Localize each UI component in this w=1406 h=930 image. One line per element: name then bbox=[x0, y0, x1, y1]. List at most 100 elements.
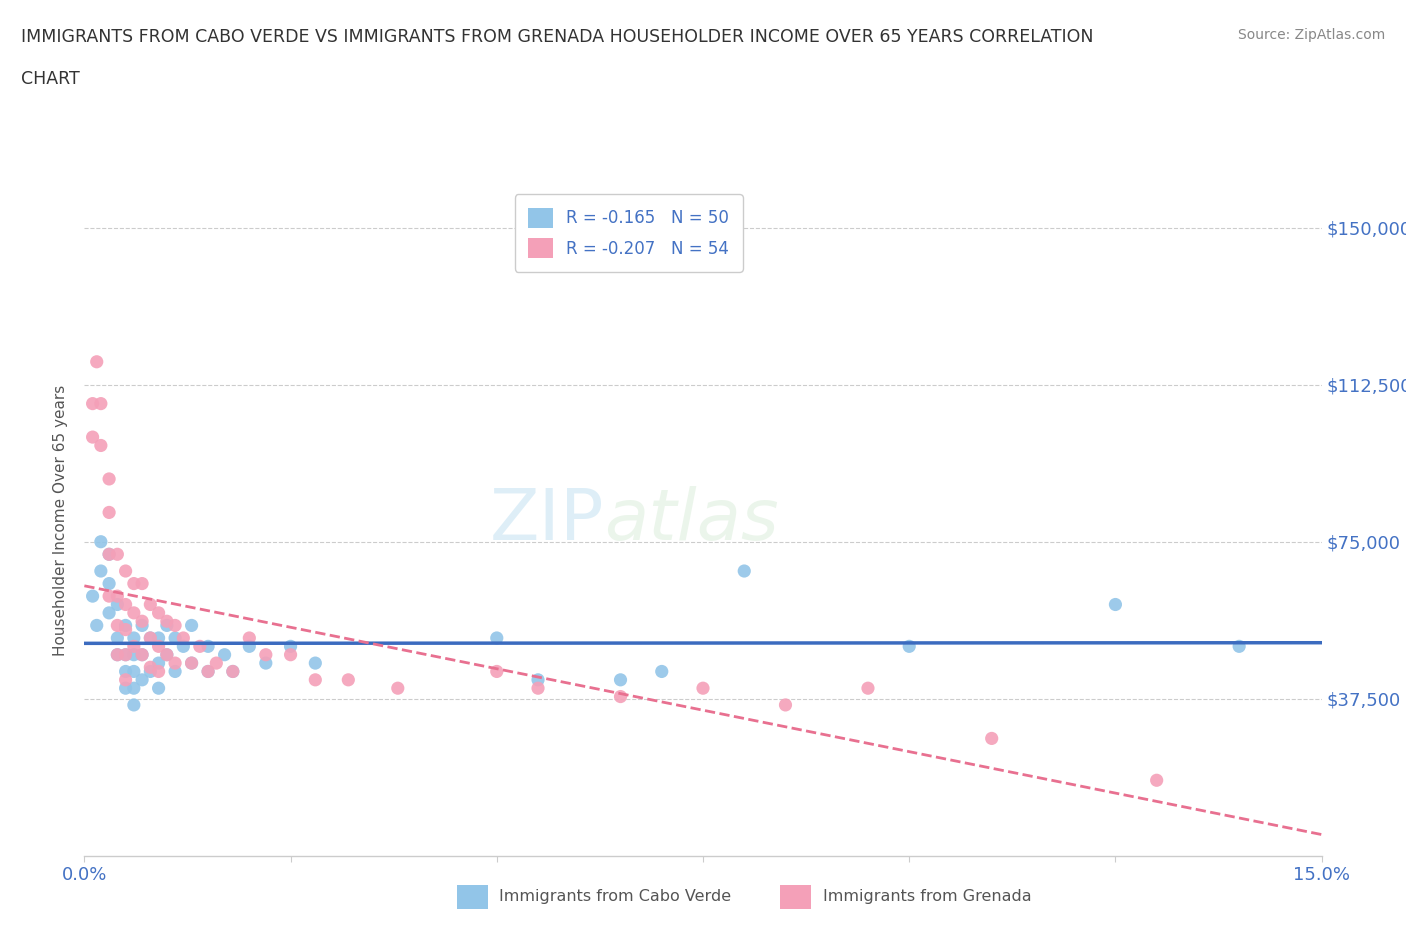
Point bbox=[254, 656, 277, 671]
Point bbox=[114, 622, 136, 637]
Point bbox=[105, 631, 128, 645]
Point bbox=[172, 631, 194, 645]
Point bbox=[280, 647, 302, 662]
Point bbox=[139, 631, 162, 645]
Point bbox=[485, 664, 508, 679]
Point bbox=[139, 631, 162, 645]
Point bbox=[156, 647, 179, 662]
Point bbox=[98, 547, 121, 562]
Point bbox=[122, 681, 145, 696]
Point bbox=[139, 660, 162, 675]
Point bbox=[114, 672, 136, 687]
Point bbox=[337, 672, 360, 687]
Point bbox=[131, 614, 153, 629]
Point bbox=[122, 647, 145, 662]
Text: Immigrants from Cabo Verde: Immigrants from Cabo Verde bbox=[499, 889, 731, 904]
Point bbox=[122, 605, 145, 620]
Point bbox=[98, 472, 121, 486]
Point bbox=[148, 639, 170, 654]
Point bbox=[222, 664, 245, 679]
Point bbox=[139, 664, 162, 679]
Point bbox=[214, 647, 236, 662]
Point bbox=[131, 672, 153, 687]
Point bbox=[82, 589, 104, 604]
Point bbox=[122, 631, 145, 645]
Point bbox=[609, 672, 631, 687]
Point bbox=[131, 647, 153, 662]
Point bbox=[156, 614, 179, 629]
Point bbox=[122, 577, 145, 591]
Point bbox=[205, 656, 228, 671]
Point bbox=[105, 647, 128, 662]
Point bbox=[114, 564, 136, 578]
Point bbox=[197, 639, 219, 654]
Point bbox=[898, 639, 921, 654]
Point bbox=[90, 396, 112, 411]
Point bbox=[165, 631, 187, 645]
Point bbox=[197, 664, 219, 679]
Point bbox=[856, 681, 879, 696]
Point bbox=[98, 577, 121, 591]
Text: CHART: CHART bbox=[21, 70, 80, 87]
Point bbox=[90, 438, 112, 453]
Point bbox=[304, 672, 326, 687]
Point bbox=[148, 605, 170, 620]
Point bbox=[114, 618, 136, 633]
Point bbox=[165, 656, 187, 671]
Point bbox=[387, 681, 409, 696]
Point bbox=[90, 564, 112, 578]
Point bbox=[86, 354, 108, 369]
Text: ZIP: ZIP bbox=[489, 486, 605, 555]
Point bbox=[148, 656, 170, 671]
Y-axis label: Householder Income Over 65 years: Householder Income Over 65 years bbox=[53, 385, 69, 657]
Point bbox=[527, 681, 550, 696]
Point bbox=[131, 577, 153, 591]
Point bbox=[692, 681, 714, 696]
Point bbox=[122, 639, 145, 654]
Point bbox=[197, 664, 219, 679]
Point bbox=[139, 597, 162, 612]
Point bbox=[86, 618, 108, 633]
Text: Immigrants from Grenada: Immigrants from Grenada bbox=[823, 889, 1031, 904]
Point bbox=[180, 656, 202, 671]
Point bbox=[156, 618, 179, 633]
Point bbox=[254, 647, 277, 662]
Point bbox=[165, 618, 187, 633]
Point bbox=[238, 631, 260, 645]
Point bbox=[609, 689, 631, 704]
Point bbox=[105, 589, 128, 604]
Point bbox=[90, 535, 112, 550]
Point bbox=[156, 647, 179, 662]
Point bbox=[238, 639, 260, 654]
Point bbox=[114, 647, 136, 662]
Point bbox=[527, 672, 550, 687]
Point bbox=[122, 664, 145, 679]
Point bbox=[98, 547, 121, 562]
Point bbox=[148, 631, 170, 645]
Point bbox=[775, 698, 797, 712]
Point bbox=[131, 647, 153, 662]
Point bbox=[114, 597, 136, 612]
Point bbox=[105, 547, 128, 562]
Point bbox=[180, 656, 202, 671]
Point bbox=[148, 681, 170, 696]
Text: IMMIGRANTS FROM CABO VERDE VS IMMIGRANTS FROM GRENADA HOUSEHOLDER INCOME OVER 65: IMMIGRANTS FROM CABO VERDE VS IMMIGRANTS… bbox=[21, 28, 1094, 46]
Point bbox=[222, 664, 245, 679]
Point bbox=[105, 597, 128, 612]
Point bbox=[651, 664, 673, 679]
Point bbox=[98, 589, 121, 604]
Point bbox=[188, 639, 211, 654]
Point bbox=[114, 664, 136, 679]
Point bbox=[280, 639, 302, 654]
Point bbox=[82, 396, 104, 411]
Point bbox=[82, 430, 104, 445]
Point bbox=[165, 664, 187, 679]
Point bbox=[1146, 773, 1168, 788]
Point bbox=[122, 698, 145, 712]
Text: atlas: atlas bbox=[605, 486, 779, 555]
Point bbox=[304, 656, 326, 671]
Point bbox=[114, 647, 136, 662]
Text: Source: ZipAtlas.com: Source: ZipAtlas.com bbox=[1237, 28, 1385, 42]
Legend: R = -0.165   N = 50, R = -0.207   N = 54: R = -0.165 N = 50, R = -0.207 N = 54 bbox=[515, 194, 742, 272]
Point bbox=[172, 639, 194, 654]
